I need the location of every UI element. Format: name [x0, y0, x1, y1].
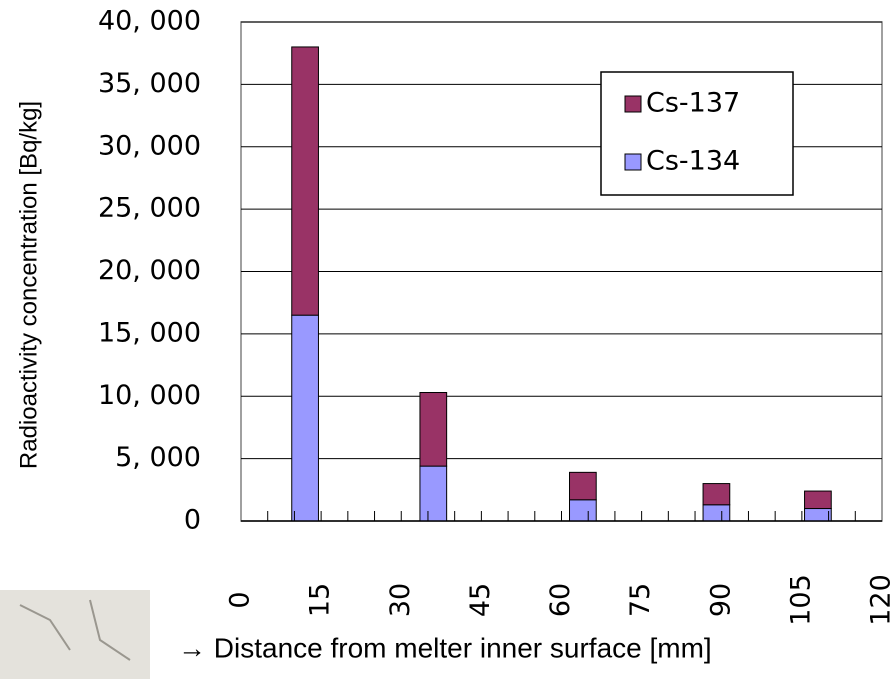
y-tick-label: 10, 000 [98, 380, 201, 411]
x-tick-label: 105 [785, 574, 816, 626]
y-tick-label: 0 [184, 505, 201, 536]
legend-label: Cs-137 [646, 88, 740, 119]
y-tick-label: 15, 000 [98, 317, 201, 348]
x-axis-title: → Distance from melter inner surface [mm… [178, 632, 712, 663]
legend-swatch [625, 154, 641, 170]
photo [0, 590, 150, 679]
y-tick-label: 20, 000 [98, 255, 201, 286]
bar-segment [805, 509, 832, 521]
bar-segment [703, 505, 730, 521]
x-tick-label: 90 [705, 583, 736, 617]
legend: Cs-137 Cs-134 [601, 72, 793, 195]
bar-segment [703, 484, 730, 505]
x-tick-label: 30 [385, 583, 416, 617]
x-tick-label: 0 [225, 591, 256, 608]
x-tick-label: 45 [465, 583, 496, 617]
chart: Radioactivity concentration [Bq/kg] → Di… [0, 0, 895, 679]
x-tick-label: 120 [866, 574, 895, 626]
bar-segment [420, 393, 447, 467]
bar-segment [292, 47, 319, 315]
y-tick-label: 40, 000 [98, 6, 201, 37]
x-tick-label: 75 [625, 583, 656, 617]
bar-segment [570, 472, 597, 499]
bar-segment [805, 491, 832, 508]
y-axis-title: Radioactivity concentration [Bq/kg] [15, 101, 42, 469]
x-tick-label: 60 [545, 583, 576, 617]
bar-segment [292, 315, 319, 521]
legend-swatch [625, 96, 641, 112]
y-tick-label: 30, 000 [98, 130, 201, 161]
x-tick-label: 15 [305, 583, 336, 617]
y-tick-label: 25, 000 [98, 193, 201, 224]
y-tick-label: 5, 000 [115, 442, 201, 473]
bar-segment [420, 466, 447, 521]
y-tick-label: 35, 000 [98, 68, 201, 99]
bar-segment [570, 500, 597, 521]
legend-label: Cs-134 [646, 146, 740, 177]
